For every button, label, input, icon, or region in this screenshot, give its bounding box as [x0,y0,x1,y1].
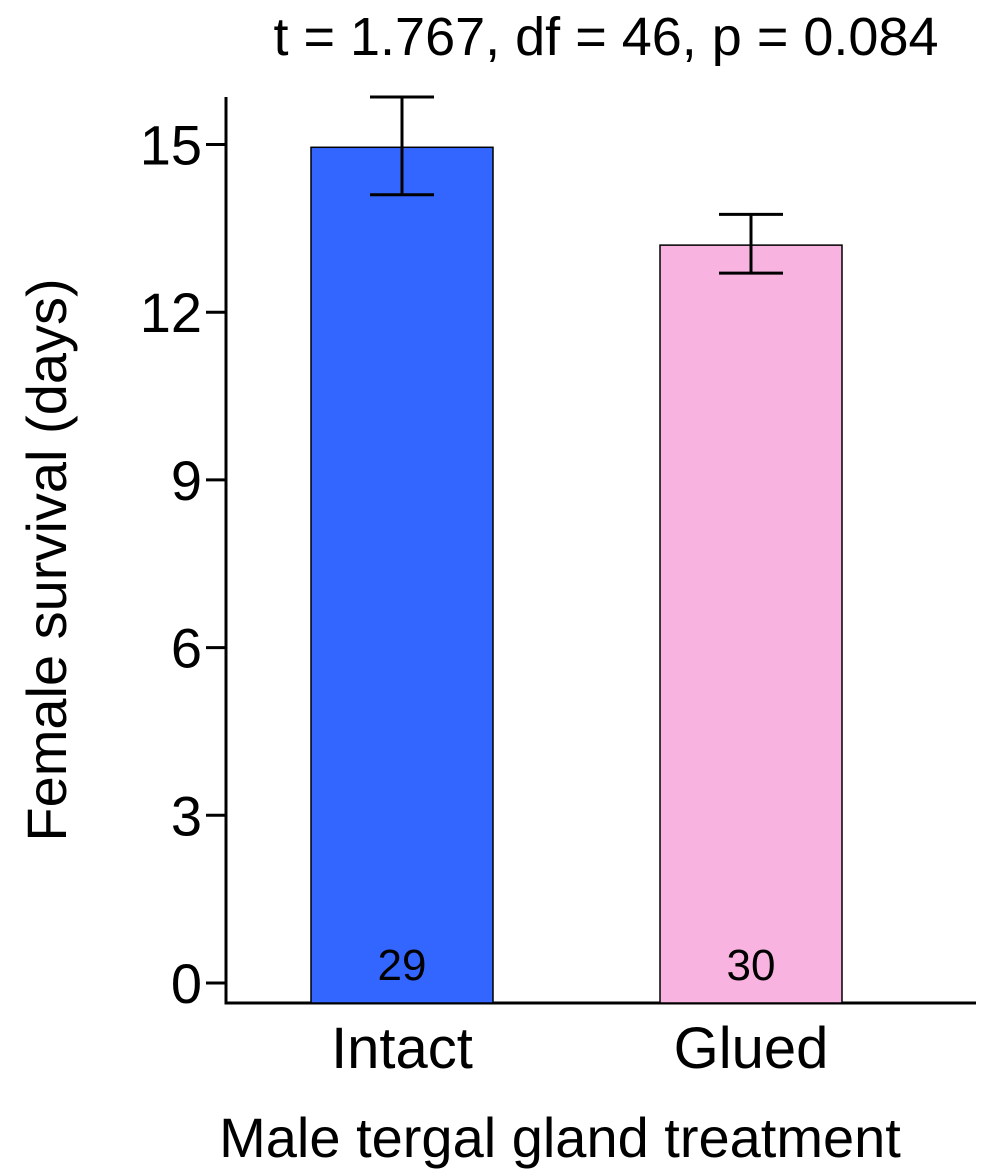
y-tick-label: 15 [140,114,202,177]
sample-size-label: 30 [727,941,776,990]
y-tick-label: 0 [171,952,202,1015]
bar-glued [659,244,843,1004]
y-tick-label: 9 [171,449,202,512]
x-tick-label: Glued [674,1016,829,1081]
y-axis-title: Female survival (days) [15,278,78,841]
plot-area: 0 3 6 9 12 15 29 Intact 30 Glued [140,95,976,1081]
y-tick-label: 6 [171,617,202,680]
bar-intact [310,146,494,1004]
y-tick-label: 3 [171,784,202,847]
y-tick-label: 12 [140,281,202,344]
sample-size-label: 29 [378,941,427,990]
x-axis-title: Male tergal gland treatment [219,1106,901,1169]
x-tick-label: Intact [331,1016,473,1081]
chart-title: t = 1.767, df = 46, p = 0.084 [273,7,938,67]
